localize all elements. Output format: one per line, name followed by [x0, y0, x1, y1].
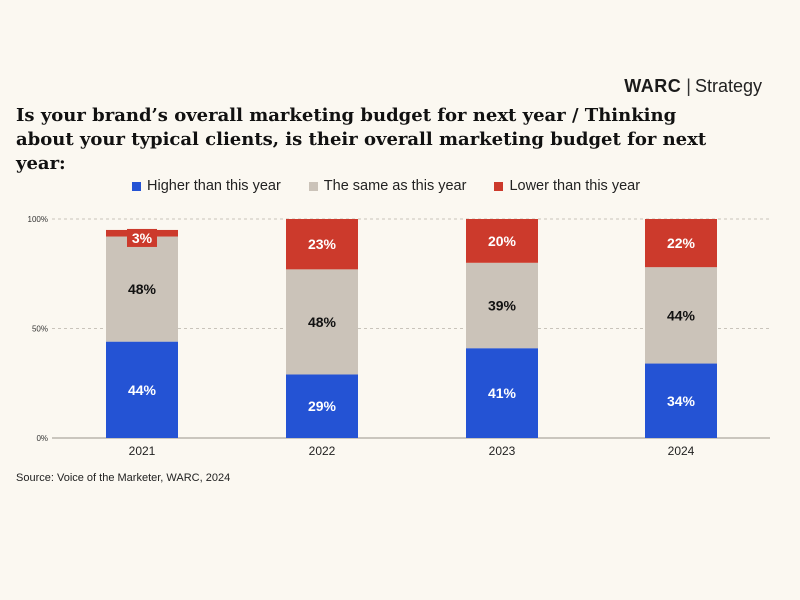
x-tick-label: 2024: [668, 444, 695, 458]
bar-segment: [466, 219, 538, 263]
legend-item-same: The same as this year: [308, 178, 467, 194]
y-tick-label: 100%: [28, 215, 48, 224]
chart-legend: Higher than this year The same as this y…: [132, 178, 640, 194]
brand-name: WARC: [624, 76, 682, 96]
data-label: 44%: [667, 307, 696, 323]
data-label: 23%: [308, 236, 337, 252]
legend-label-lower: Lower than this year: [509, 178, 641, 194]
legend-swatch-higher: [132, 181, 141, 191]
y-tick-label: 0%: [36, 434, 48, 443]
data-label: 48%: [308, 314, 337, 330]
data-label: 48%: [128, 281, 157, 297]
x-tick-label: 2023: [489, 444, 516, 458]
bar-segment: [645, 267, 717, 364]
bar-segment: [466, 348, 538, 438]
bar-segment: [645, 219, 717, 268]
data-label: 34%: [667, 393, 696, 409]
data-label: 22%: [667, 235, 696, 251]
data-label: 29%: [308, 398, 337, 414]
data-label: 3%: [132, 230, 153, 246]
chart-title: Is your brand’s overall marketing budget…: [16, 105, 707, 174]
bar-segment: [286, 374, 358, 438]
legend-item-higher: Higher than this year: [132, 178, 281, 194]
x-tick-label: 2021: [129, 444, 156, 458]
legend-label-same: The same as this year: [323, 178, 467, 194]
bar-segment: [286, 269, 358, 375]
data-label: 39%: [488, 298, 517, 314]
y-tick-label: 50%: [32, 325, 48, 334]
legend-label-higher: Higher than this year: [147, 178, 281, 194]
bar-segment: [645, 363, 717, 438]
bar-segment: [106, 341, 178, 438]
x-tick-label: 2022: [309, 444, 336, 458]
brand-section: Strategy: [694, 76, 762, 96]
legend-item-lower: Lower than this year: [494, 178, 640, 194]
source-note: Source: Voice of the Marketer, WARC, 202…: [16, 472, 231, 484]
legend-swatch-same: [308, 181, 318, 191]
bar-segment: [286, 219, 358, 270]
legend-swatch-lower: [494, 181, 504, 191]
bar-segment: [466, 262, 538, 349]
data-label: 41%: [488, 385, 517, 401]
brand-logo: WARC | Strategy: [624, 76, 762, 97]
stacked-bar-chart: 0% 50% 100% 44% 48% 3% 2021 29% 48% 23% 2022 41% 39%…: [28, 215, 770, 458]
brand-separator: |: [686, 76, 691, 96]
bar-segment: [106, 236, 178, 342]
data-label-badge: [127, 228, 157, 247]
data-label: 44%: [128, 382, 157, 398]
data-label: 20%: [488, 233, 517, 249]
